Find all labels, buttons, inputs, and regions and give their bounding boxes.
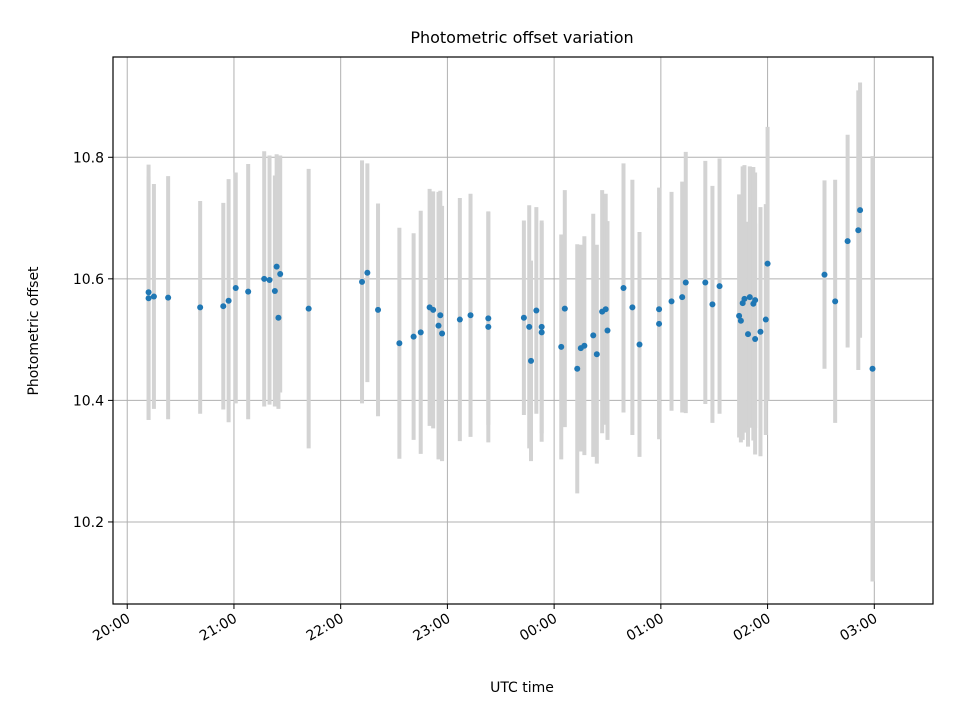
data-point (430, 306, 437, 313)
data-point (220, 303, 227, 310)
chart-title: Photometric offset variation (410, 28, 633, 47)
data-point (593, 351, 600, 358)
data-point (709, 301, 716, 308)
data-point (526, 323, 533, 330)
data-point (266, 277, 273, 284)
data-point (656, 320, 663, 327)
y-tick-label: 10.8 (73, 150, 104, 166)
data-point (629, 304, 636, 311)
data-point (271, 287, 278, 294)
data-point (150, 293, 157, 300)
data-point (305, 305, 312, 312)
data-point (702, 279, 709, 286)
data-point (538, 329, 545, 336)
data-point (485, 323, 492, 330)
data-point (277, 270, 284, 277)
y-axis-ticks: 10.2 10.4 10.6 10.8 (73, 150, 113, 531)
data-point (832, 298, 839, 305)
data-point (456, 316, 463, 323)
data-point (590, 332, 597, 339)
data-point (275, 314, 282, 321)
data-point (857, 207, 864, 214)
data-point (145, 289, 152, 296)
data-point (467, 312, 474, 319)
data-point (636, 341, 643, 348)
data-point (245, 288, 252, 295)
data-point (682, 279, 689, 286)
data-point (741, 295, 748, 302)
y-axis-label: Photometric offset (26, 266, 42, 396)
data-point (396, 340, 403, 347)
data-point (844, 238, 851, 245)
data-point (197, 304, 204, 311)
data-point (574, 365, 581, 372)
data-point (558, 343, 565, 350)
y-tick-label: 10.4 (73, 393, 104, 409)
data-point (736, 312, 743, 319)
data-point (533, 307, 540, 314)
data-point (273, 263, 280, 270)
data-point (745, 331, 752, 338)
data-point (869, 365, 876, 372)
data-point (656, 306, 663, 313)
data-point (364, 269, 371, 276)
data-point (538, 323, 545, 330)
data-point (359, 278, 366, 285)
data-point (520, 314, 527, 321)
data-points (145, 207, 876, 372)
data-point (604, 327, 611, 334)
data-point (561, 305, 568, 312)
data-point (855, 227, 862, 234)
data-point (439, 330, 446, 337)
data-point (225, 297, 232, 304)
data-point (145, 295, 152, 302)
y-tick-label: 10.6 (73, 272, 104, 288)
data-point (620, 284, 627, 291)
data-point (821, 271, 828, 278)
data-point (410, 333, 417, 340)
data-point (232, 284, 239, 291)
data-point (417, 329, 424, 336)
data-point (764, 260, 771, 267)
data-point (437, 312, 444, 319)
data-point (435, 322, 442, 329)
data-point (746, 294, 753, 301)
data-point (679, 294, 686, 301)
data-point (737, 317, 744, 324)
plot-frame (112, 56, 934, 605)
y-tick-label: 10.2 (73, 515, 104, 531)
data-point (752, 336, 759, 343)
data-point (757, 328, 764, 335)
data-point (762, 316, 769, 323)
data-point (261, 275, 268, 282)
data-point (581, 342, 588, 349)
data-point (716, 283, 723, 290)
data-point (375, 306, 382, 313)
data-point (752, 297, 759, 304)
data-point (528, 357, 535, 364)
data-point (602, 306, 609, 313)
data-point (165, 294, 172, 301)
data-point (485, 315, 492, 322)
x-axis-label: UTC time (490, 680, 554, 696)
data-point (668, 298, 675, 305)
